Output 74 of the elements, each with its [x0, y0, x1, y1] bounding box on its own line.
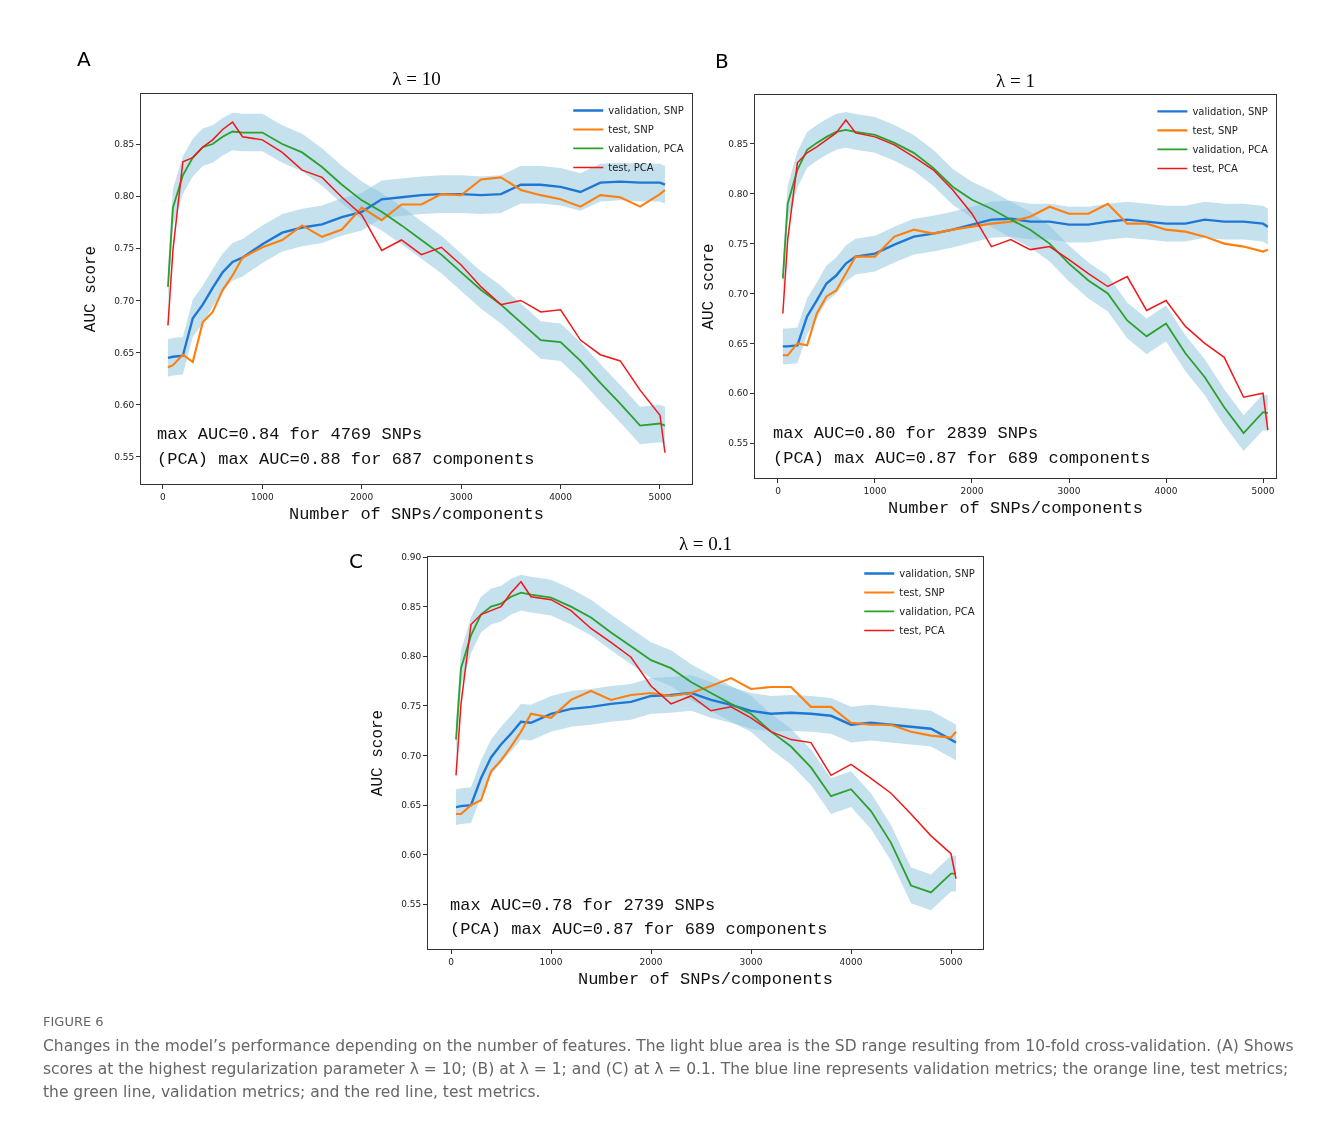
text: Changes in the model’s performance depending on the number of features. The light blue area is the SD range resulting from 10-fold cross-validation. (A) Shows scores at the highest regularization parameter λ = 10; (B) at λ = 1; and (C) at λ = 0.1. The blue line represents validation metrics; the orange line, test metrics; the green line, validation metrics; and the red line, test metrics.: [43, 1036, 1295, 1103]
legend-label: test, SNP: [1192, 125, 1238, 137]
y-tick-label: 0.65: [114, 347, 135, 358]
legend-label: test, PCA: [899, 625, 945, 637]
chart-title: λ = 0.1: [678, 532, 733, 554]
text: B: [715, 49, 729, 73]
x-tick-label: 1000: [863, 485, 887, 496]
x-axis-title: Number of SNPs/components: [887, 499, 1144, 519]
y-tick-label: 0.70: [114, 295, 135, 306]
x-tick-label: 1000: [250, 491, 275, 502]
legend-label: validation, PCA: [1192, 144, 1268, 156]
y-axis-title: AUC score: [82, 245, 101, 333]
y-tick-label: 0.55: [728, 438, 749, 449]
y-tick-label: 0.85: [728, 139, 749, 150]
y-tick-label: 0.75: [401, 701, 422, 712]
x-tick-label: 2000: [350, 491, 374, 502]
x-tick-label: 4000: [549, 491, 573, 502]
y-tick-label: 0.60: [728, 388, 749, 399]
x-tick-label: 5000: [648, 491, 672, 502]
y-axis-title: AUC score: [700, 243, 718, 330]
y-tick-label: 0.65: [728, 338, 749, 349]
annotation: (PCA) max AUC=0.87 for 689 components: [773, 449, 1151, 468]
y-tick-label: 0.85: [401, 601, 422, 612]
y-tick-label: 0.70: [728, 288, 749, 299]
x-axis-title: Number of SNPs/components: [288, 505, 545, 525]
line-series: [454, 691, 958, 809]
annotation: (PCA) max AUC=0.87 for 689 components: [450, 920, 828, 939]
legend-label: validation, SNP: [899, 568, 975, 580]
legend-label: validation, PCA: [608, 143, 684, 155]
x-tick-label: 2000: [639, 956, 663, 967]
chart-title: λ = 10: [392, 67, 441, 89]
y-tick-label: 0.70: [401, 750, 422, 761]
x-tick-label: 2000: [960, 485, 984, 496]
x-tick-label: 4000: [1154, 485, 1178, 496]
y-tick-label: 0.65: [401, 800, 422, 811]
y-tick-label: 0.55: [401, 899, 422, 910]
y-tick-label: 0.60: [114, 399, 135, 410]
text: A: [77, 47, 91, 71]
x-tick-label: 3000: [449, 491, 473, 502]
chart-title: λ = 1: [996, 69, 1035, 91]
x-tick-label: 3000: [1057, 485, 1081, 496]
y-tick-label: 0.75: [728, 238, 749, 249]
x-axis-title: Number of SNPs/components: [577, 970, 834, 990]
annotation: max AUC=0.84 for 4769 SNPs: [157, 425, 423, 444]
legend-label: test, SNP: [608, 124, 654, 136]
annotation: (PCA) max AUC=0.88 for 687 components: [157, 450, 535, 469]
x-tick-label: 5000: [939, 956, 963, 967]
line-series: [781, 217, 1270, 348]
legend-label: validation, SNP: [608, 105, 684, 117]
y-tick-label: 0.80: [728, 188, 749, 199]
y-tick-label: 0.90: [401, 552, 422, 563]
x-tick-label: 4000: [839, 956, 863, 967]
x-tick-label: 0: [160, 491, 167, 502]
legend-label: test, PCA: [608, 162, 654, 174]
x-tick-label: 3000: [739, 956, 763, 967]
y-tick-label: 0.80: [401, 651, 422, 662]
y-axis-title: AUC score: [369, 709, 388, 797]
legend-label: validation, PCA: [899, 606, 975, 618]
y-tick-label: 0.60: [401, 849, 422, 860]
text: C: [349, 549, 363, 573]
y-tick-label: 0.55: [114, 452, 135, 463]
x-tick-label: 0: [448, 956, 455, 967]
x-tick-label: 5000: [1251, 485, 1275, 496]
y-tick-label: 0.75: [114, 243, 135, 254]
legend-label: test, SNP: [899, 587, 945, 599]
x-tick-label: 1000: [539, 956, 563, 967]
annotation: max AUC=0.80 for 2839 SNPs: [773, 424, 1039, 443]
legend-label: test, PCA: [1192, 163, 1238, 175]
annotation: max AUC=0.78 for 2739 SNPs: [450, 896, 716, 915]
x-tick-label: 0: [775, 485, 782, 496]
legend-label: validation, SNP: [1192, 106, 1268, 118]
y-tick-label: 0.80: [114, 191, 135, 202]
caption: FIGURE 6: [43, 1013, 105, 1031]
y-tick-label: 0.85: [114, 139, 135, 150]
